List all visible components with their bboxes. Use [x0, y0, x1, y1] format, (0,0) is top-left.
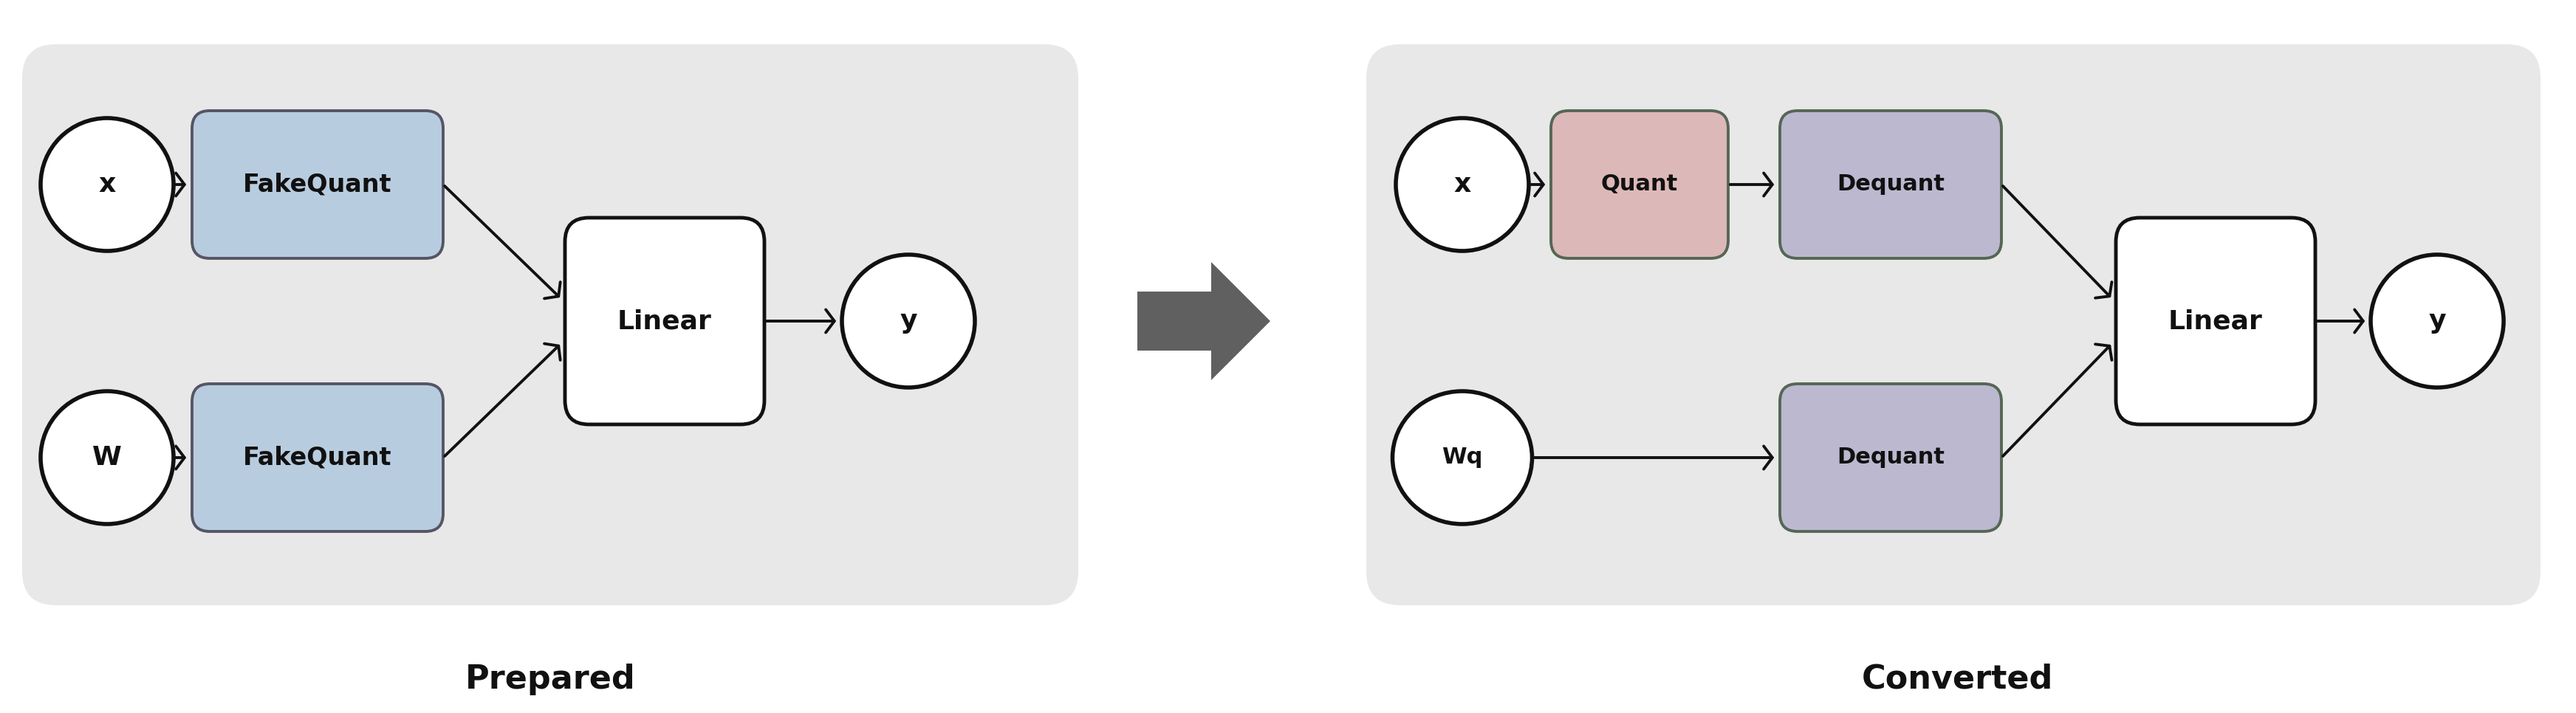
Text: y: y	[899, 309, 917, 334]
Text: Dequant: Dequant	[1837, 447, 1945, 468]
FancyBboxPatch shape	[1780, 384, 2002, 531]
Text: Converted: Converted	[1862, 663, 2053, 695]
Text: x: x	[98, 172, 116, 197]
Ellipse shape	[41, 391, 173, 524]
Ellipse shape	[2370, 255, 2504, 387]
Ellipse shape	[1396, 118, 1528, 251]
FancyBboxPatch shape	[564, 217, 765, 424]
Text: W: W	[93, 445, 121, 470]
Ellipse shape	[1394, 391, 1533, 524]
Text: Wq: Wq	[1443, 447, 1484, 468]
Text: FakeQuant: FakeQuant	[242, 446, 392, 470]
FancyBboxPatch shape	[1780, 111, 2002, 258]
FancyBboxPatch shape	[1551, 111, 1728, 258]
Text: Prepared: Prepared	[466, 663, 636, 695]
FancyBboxPatch shape	[193, 111, 443, 258]
FancyBboxPatch shape	[193, 384, 443, 531]
Text: Dequant: Dequant	[1837, 174, 1945, 195]
FancyBboxPatch shape	[23, 44, 1079, 605]
FancyBboxPatch shape	[2115, 217, 2316, 424]
Ellipse shape	[842, 255, 974, 387]
Text: x: x	[1453, 172, 1471, 197]
Ellipse shape	[41, 118, 173, 251]
Text: Linear: Linear	[2169, 309, 2262, 334]
Polygon shape	[1139, 262, 1270, 380]
Text: Quant: Quant	[1602, 174, 1677, 195]
FancyBboxPatch shape	[1365, 44, 2540, 605]
Text: Linear: Linear	[618, 309, 711, 334]
Text: FakeQuant: FakeQuant	[242, 173, 392, 197]
Text: y: y	[2429, 309, 2445, 334]
